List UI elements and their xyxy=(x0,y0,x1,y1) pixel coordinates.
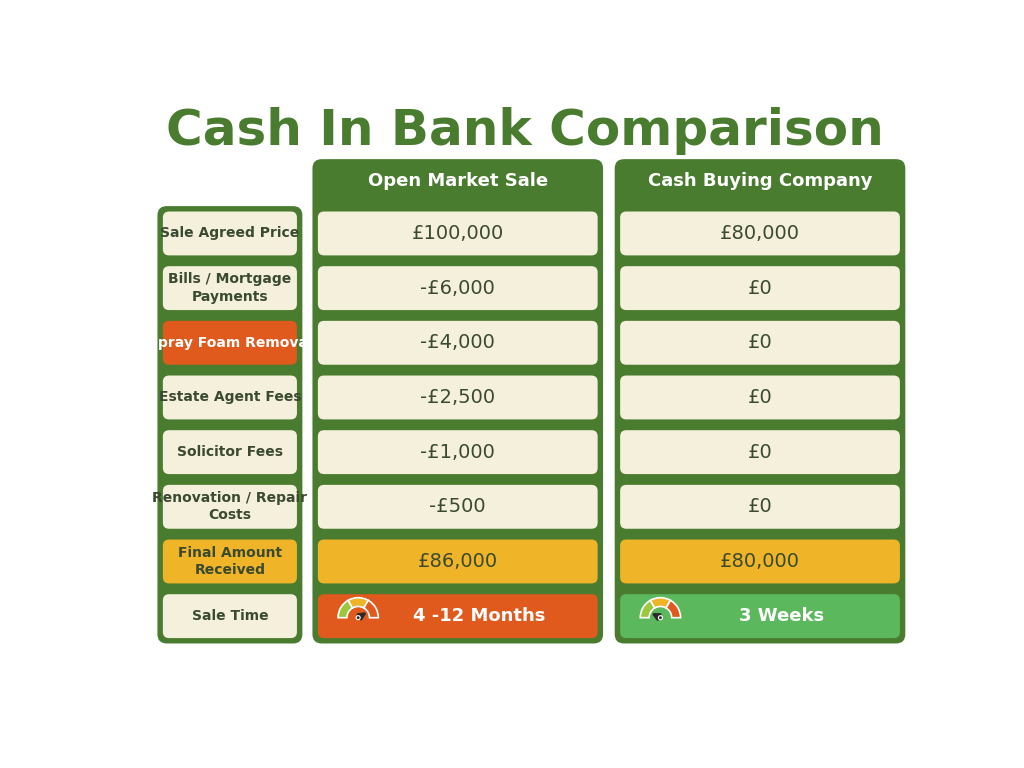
Wedge shape xyxy=(348,598,369,608)
FancyBboxPatch shape xyxy=(163,594,297,638)
FancyBboxPatch shape xyxy=(621,162,900,200)
FancyBboxPatch shape xyxy=(621,211,900,256)
Text: £0: £0 xyxy=(748,442,772,462)
FancyBboxPatch shape xyxy=(621,376,900,419)
Text: 3 Weeks: 3 Weeks xyxy=(739,607,824,625)
FancyBboxPatch shape xyxy=(317,321,598,365)
FancyBboxPatch shape xyxy=(317,211,598,256)
FancyBboxPatch shape xyxy=(621,485,900,528)
Text: -£1,000: -£1,000 xyxy=(420,442,496,462)
FancyBboxPatch shape xyxy=(614,159,905,644)
Circle shape xyxy=(356,616,360,620)
Wedge shape xyxy=(666,601,681,617)
FancyBboxPatch shape xyxy=(621,540,900,584)
Text: Bills / Mortgage
Payments: Bills / Mortgage Payments xyxy=(168,273,292,304)
Text: -£500: -£500 xyxy=(429,498,486,516)
FancyBboxPatch shape xyxy=(163,430,297,474)
FancyBboxPatch shape xyxy=(163,321,297,365)
FancyBboxPatch shape xyxy=(317,376,598,419)
Text: £0: £0 xyxy=(748,279,772,298)
Text: £100,000: £100,000 xyxy=(412,224,504,243)
Wedge shape xyxy=(650,598,671,608)
Text: -£6,000: -£6,000 xyxy=(420,279,496,298)
Text: £80,000: £80,000 xyxy=(720,552,800,571)
FancyBboxPatch shape xyxy=(317,266,598,310)
FancyBboxPatch shape xyxy=(312,159,603,644)
Circle shape xyxy=(658,616,663,620)
Text: Solicitor Fees: Solicitor Fees xyxy=(177,445,283,459)
FancyBboxPatch shape xyxy=(158,206,302,644)
Text: -£2,500: -£2,500 xyxy=(420,388,496,407)
FancyBboxPatch shape xyxy=(317,540,598,584)
FancyBboxPatch shape xyxy=(163,485,297,528)
Text: Cash In Bank Comparison: Cash In Bank Comparison xyxy=(166,107,884,154)
Text: -£4,000: -£4,000 xyxy=(420,333,496,353)
FancyBboxPatch shape xyxy=(163,376,297,419)
FancyBboxPatch shape xyxy=(163,266,297,310)
FancyBboxPatch shape xyxy=(317,594,598,638)
Text: Sale Time: Sale Time xyxy=(191,609,268,623)
FancyBboxPatch shape xyxy=(621,430,900,474)
FancyBboxPatch shape xyxy=(317,485,598,528)
Text: Sale Agreed Price: Sale Agreed Price xyxy=(161,227,300,240)
Text: £0: £0 xyxy=(748,388,772,407)
FancyBboxPatch shape xyxy=(621,321,900,365)
Text: Cash Buying Company: Cash Buying Company xyxy=(648,173,872,190)
FancyBboxPatch shape xyxy=(621,266,900,310)
Text: £80,000: £80,000 xyxy=(720,224,800,243)
Text: 4 -12 Months: 4 -12 Months xyxy=(414,607,546,625)
Wedge shape xyxy=(338,601,352,617)
FancyBboxPatch shape xyxy=(317,162,598,200)
Wedge shape xyxy=(364,601,378,617)
Text: Spray Foam Removal: Spray Foam Removal xyxy=(147,336,312,349)
FancyBboxPatch shape xyxy=(163,211,297,256)
FancyBboxPatch shape xyxy=(317,430,598,474)
Text: Renovation / Repair
Costs: Renovation / Repair Costs xyxy=(153,492,307,522)
Text: £0: £0 xyxy=(748,333,772,353)
Text: Final Amount
Received: Final Amount Received xyxy=(178,546,282,577)
Text: Open Market Sale: Open Market Sale xyxy=(368,173,548,190)
Text: £86,000: £86,000 xyxy=(418,552,498,571)
FancyBboxPatch shape xyxy=(163,540,297,584)
Text: Estate Agent Fees: Estate Agent Fees xyxy=(159,390,301,405)
Text: £0: £0 xyxy=(748,498,772,516)
Wedge shape xyxy=(640,601,654,617)
FancyBboxPatch shape xyxy=(621,594,900,638)
